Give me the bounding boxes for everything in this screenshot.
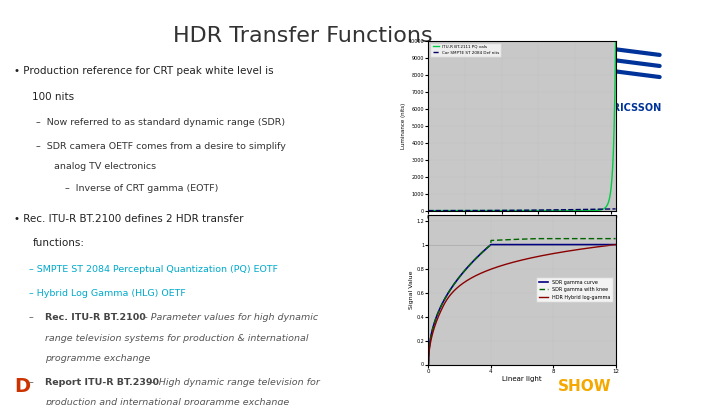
Text: –: –: [29, 378, 37, 387]
Legend: ITU-R BT.2111 PQ vals, Cor SMPTE ST 2084 Def nits: ITU-R BT.2111 PQ vals, Cor SMPTE ST 2084…: [431, 43, 502, 57]
Text: NAB: NAB: [518, 379, 554, 394]
Text: programme exchange: programme exchange: [45, 354, 150, 363]
SDR gamma curve: [607, 242, 616, 247]
Text: – Parameter values for high dynamic: – Parameter values for high dynamic: [140, 313, 318, 322]
Text: • Rec. ITU-R BT.2100 defines 2 HDR transfer: • Rec. ITU-R BT.2100 defines 2 HDR trans…: [14, 214, 244, 224]
X-axis label: Codeword (10 bits): Codeword (10 bits): [496, 222, 548, 228]
Text: –  Now referred to as standard dynamic range (SDR): – Now referred to as standard dynamic ra…: [36, 118, 285, 127]
SDR gamma with knee: [531, 236, 540, 241]
HDR Hybrid log-gamma: [514, 258, 523, 263]
SDR gamma curve: [487, 242, 495, 247]
Text: – SMPTE ST 2084 Perceptual Quantization (PQ) EOTF: – SMPTE ST 2084 Perceptual Quantization …: [29, 265, 278, 274]
HDR Hybrid log-gamma: [513, 259, 521, 264]
HDR Hybrid log-gamma: [611, 242, 620, 247]
Line: HDR Hybrid log-gamma: HDR Hybrid log-gamma: [428, 245, 616, 364]
SDR gamma with knee: [514, 237, 523, 242]
SDR gamma curve: [515, 242, 523, 247]
SDR gamma with knee: [611, 236, 620, 241]
Y-axis label: Signal Value: Signal Value: [409, 270, 414, 309]
Text: #NABShow: #NABShow: [619, 380, 697, 393]
SDR gamma with knee: [536, 236, 544, 241]
Text: – Hybrid Log Gamma (HLG) OETF: – Hybrid Log Gamma (HLG) OETF: [29, 289, 186, 298]
Text: – High dynamic range television for: – High dynamic range television for: [148, 378, 320, 387]
Text: –  SDR camera OETF comes from a desire to simplify: – SDR camera OETF comes from a desire to…: [36, 142, 286, 151]
HDR Hybrid log-gamma: [536, 254, 544, 258]
Text: functions:: functions:: [32, 238, 84, 248]
HDR Hybrid log-gamma: [526, 256, 534, 261]
X-axis label: Linear light: Linear light: [502, 376, 542, 382]
Text: –  Inverse of CRT gamma (EOTF): – Inverse of CRT gamma (EOTF): [65, 184, 218, 193]
HDR Hybrid log-gamma: [424, 362, 433, 367]
Line: SDR gamma curve: SDR gamma curve: [428, 245, 616, 364]
SDR gamma curve: [526, 242, 534, 247]
SDR gamma curve: [424, 362, 433, 367]
Text: HDR Transfer Functions: HDR Transfer Functions: [173, 26, 432, 46]
SDR gamma with knee: [424, 362, 433, 367]
HDR Hybrid log-gamma: [577, 247, 586, 252]
SDR gamma curve: [611, 242, 620, 247]
Text: Report ITU-R BT.2390: Report ITU-R BT.2390: [45, 378, 158, 387]
Legend: SDR gamma curve, SDR gamma with knee, HDR Hybrid log-gamma: SDR gamma curve, SDR gamma with knee, HD…: [536, 277, 613, 302]
Text: 100 nits: 100 nits: [32, 92, 75, 102]
Text: D: D: [14, 377, 30, 396]
SDR gamma curve: [578, 242, 587, 247]
SDR gamma with knee: [526, 237, 534, 241]
Text: range television systems for production & international: range television systems for production …: [45, 334, 308, 343]
Text: SHOW: SHOW: [558, 379, 611, 394]
Text: Rec. ITU-R BT.2100: Rec. ITU-R BT.2100: [45, 313, 145, 322]
Y-axis label: Luminance (nits): Luminance (nits): [401, 102, 406, 149]
Line: SDR gamma with knee: SDR gamma with knee: [428, 239, 616, 364]
SDR gamma with knee: [578, 236, 587, 241]
Text: analog TV electronics: analog TV electronics: [54, 162, 156, 171]
SDR gamma with knee: [513, 237, 521, 242]
SDR gamma curve: [513, 242, 522, 247]
Text: ERICSSON: ERICSSON: [606, 103, 661, 113]
Text: production and international programme exchange: production and international programme e…: [45, 398, 289, 405]
HDR Hybrid log-gamma: [607, 243, 616, 247]
SDR gamma curve: [536, 242, 544, 247]
Text: • Production reference for CRT peak white level is: • Production reference for CRT peak whit…: [14, 66, 274, 76]
Text: –: –: [29, 313, 37, 322]
SDR gamma with knee: [607, 236, 616, 241]
